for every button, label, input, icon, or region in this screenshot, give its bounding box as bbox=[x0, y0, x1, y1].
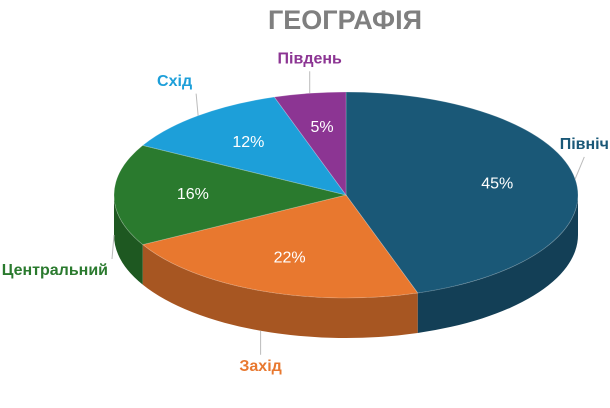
pie-slice-side bbox=[142, 244, 418, 339]
pie-slice bbox=[273, 91, 347, 197]
data-label: 16% bbox=[177, 186, 209, 203]
data-label: 22% bbox=[274, 249, 306, 266]
pie-slice bbox=[113, 144, 347, 246]
chart-title: ГЕОГРАФІЯ bbox=[268, 5, 422, 35]
data-label: 45% bbox=[481, 176, 513, 193]
leader-line bbox=[111, 234, 115, 260]
pie-slice-side bbox=[114, 195, 143, 285]
category-label: Північ bbox=[560, 136, 609, 153]
data-label: 5% bbox=[310, 119, 333, 136]
category-label: Захід bbox=[239, 358, 281, 375]
category-label: Південь bbox=[278, 50, 343, 67]
pie-slice-side bbox=[417, 195, 578, 333]
category-label: Центральний bbox=[2, 262, 108, 279]
category-label: Схід bbox=[157, 73, 192, 90]
leader-line bbox=[195, 93, 199, 116]
data-label: 12% bbox=[232, 134, 264, 151]
pie-slice bbox=[141, 194, 419, 299]
leader-line bbox=[574, 156, 585, 180]
